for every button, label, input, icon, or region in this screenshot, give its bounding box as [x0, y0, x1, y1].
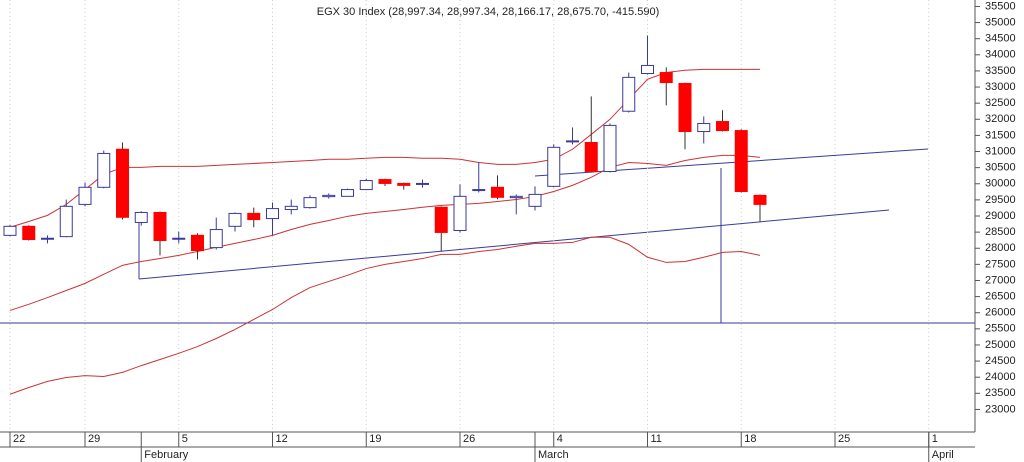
y-tick-label: 25500 — [985, 323, 1016, 335]
y-tick-label: 32000 — [985, 113, 1016, 125]
candle-body — [172, 237, 186, 240]
y-tick-label: 35000 — [985, 16, 1016, 28]
x-tick-label: 25 — [838, 433, 850, 445]
x-tick-label: 19 — [369, 433, 381, 445]
candle-body — [341, 189, 354, 197]
candle-body — [41, 237, 54, 240]
candle-body — [322, 194, 336, 198]
drawn-lines — [0, 148, 975, 324]
y-tick-label: 33500 — [985, 65, 1016, 77]
candle-body — [697, 122, 711, 133]
candle-body — [78, 186, 92, 205]
candle-body — [59, 205, 73, 238]
x-tick-label: 1 — [932, 433, 938, 445]
y-tick-label: 28000 — [985, 242, 1016, 254]
candle-body — [678, 82, 692, 133]
chart-title: EGX 30 Index (28,997.34, 28,997.34, 28,1… — [317, 6, 660, 18]
candle-body — [303, 197, 317, 209]
band-line — [9, 236, 761, 395]
y-tick-label: 27500 — [985, 258, 1016, 270]
candle-body — [734, 130, 748, 192]
x-tick-label: 18 — [744, 433, 756, 445]
y-tick-label: 30000 — [985, 178, 1016, 190]
candle-body — [584, 141, 598, 173]
candle-body — [416, 182, 429, 185]
y-tick-label: 24500 — [985, 355, 1016, 367]
trendline — [138, 209, 890, 280]
band-line — [9, 154, 761, 311]
candle-body — [641, 64, 654, 75]
candle-body — [753, 194, 767, 205]
candle-body — [116, 148, 129, 218]
candle-body — [397, 182, 411, 186]
candle-body — [622, 76, 636, 112]
candle-body — [659, 72, 673, 84]
y-tick-label: 31000 — [985, 145, 1016, 157]
y-tick-label: 23500 — [985, 387, 1016, 399]
y-tick-label: 27000 — [985, 274, 1016, 286]
y-tick-label: 29000 — [985, 210, 1016, 222]
x-tick-label: 11 — [651, 433, 662, 445]
y-tick-label: 34500 — [985, 33, 1016, 45]
candle-body — [509, 195, 523, 199]
y-tick-label: 24000 — [985, 371, 1016, 383]
candle-body — [547, 146, 561, 187]
y-tick-label: 34000 — [985, 49, 1016, 61]
candle-body — [434, 206, 448, 233]
candle-body — [22, 225, 36, 241]
y-tick-label: 30500 — [985, 162, 1016, 174]
candle-body — [491, 186, 504, 198]
candle-body — [247, 212, 261, 221]
candle-body — [566, 140, 579, 143]
candle-body — [359, 180, 373, 191]
candle-body — [3, 225, 17, 236]
candle-body — [603, 124, 617, 173]
y-tick-label: 31500 — [985, 129, 1016, 141]
candle-body — [716, 121, 729, 132]
y-tick-label: 29500 — [985, 194, 1016, 206]
y-tick-label: 32500 — [985, 97, 1016, 109]
candle-body — [209, 229, 223, 249]
y-tick-label: 28500 — [985, 226, 1016, 238]
candle-body — [284, 205, 298, 211]
candle-body — [528, 193, 542, 207]
y-tick-label: 23000 — [985, 403, 1016, 415]
candle-body — [266, 208, 279, 220]
month-label: April — [932, 449, 954, 461]
candle-body — [97, 152, 111, 188]
y-tick-label: 26500 — [985, 291, 1016, 303]
month-label: March — [538, 449, 569, 461]
y-tick-label: 25000 — [985, 339, 1016, 351]
y-tick-label: 35500 — [985, 0, 1016, 12]
x-tick-label: 26 — [463, 433, 475, 445]
candle-body — [472, 189, 486, 192]
candle-body — [134, 211, 148, 223]
x-tick-label: 29 — [88, 433, 100, 445]
x-tick-label: 22 — [13, 433, 25, 445]
candle-body — [153, 211, 167, 242]
month-label: February — [144, 449, 189, 461]
y-tick-label: 33000 — [985, 81, 1016, 93]
candle-body — [453, 195, 467, 232]
x-tick-label: 12 — [276, 433, 288, 445]
candle-body — [191, 234, 204, 251]
x-tick-label: 4 — [557, 433, 563, 445]
x-tick-label: 5 — [182, 433, 188, 445]
y-tick-label: 26000 — [985, 307, 1016, 319]
candle-body — [228, 212, 242, 227]
candle-body — [378, 179, 392, 184]
trendline — [534, 148, 929, 177]
